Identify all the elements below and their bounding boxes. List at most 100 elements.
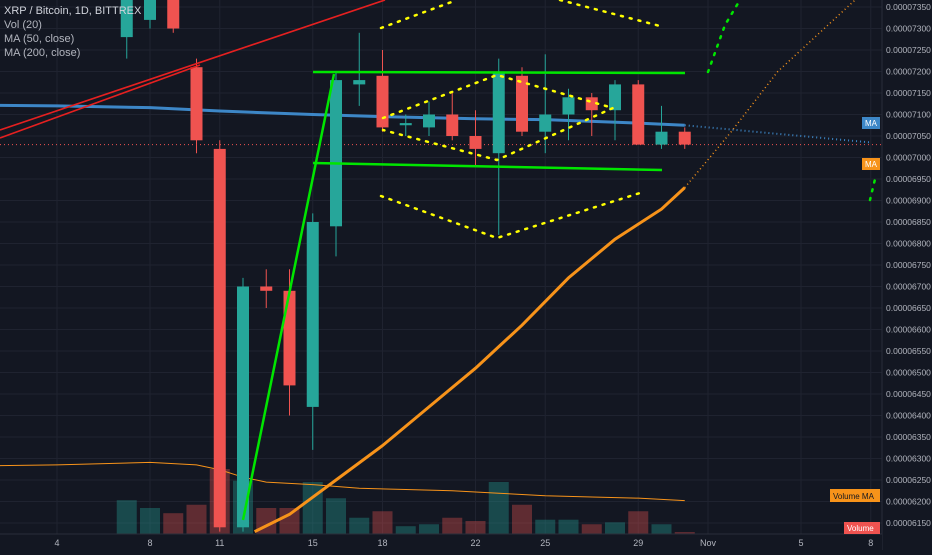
candle[interactable] bbox=[423, 101, 435, 136]
candle[interactable] bbox=[609, 80, 621, 141]
time-tick-label: 11 bbox=[215, 538, 224, 548]
volume-bar bbox=[605, 522, 625, 534]
candle-body bbox=[446, 114, 459, 136]
price-tick-label: 0.00006600 bbox=[886, 325, 931, 335]
price-tick-label: 0.00007300 bbox=[886, 24, 931, 34]
volume-bar bbox=[651, 524, 672, 534]
candle-body bbox=[492, 71, 505, 154]
candle-body bbox=[306, 222, 319, 407]
volume-badge bbox=[844, 522, 880, 534]
candle[interactable] bbox=[539, 54, 552, 154]
candle[interactable] bbox=[237, 277, 249, 532]
yellow-top-right-pattern bbox=[558, 0, 662, 28]
ma-blue-badge bbox=[862, 117, 880, 129]
candle-body bbox=[190, 67, 203, 141]
volume-bar bbox=[512, 504, 532, 534]
candle[interactable] bbox=[678, 127, 691, 149]
volume-bar bbox=[465, 521, 486, 534]
candle[interactable] bbox=[376, 50, 389, 132]
time-tick-label: 5 bbox=[798, 538, 803, 548]
candle[interactable] bbox=[213, 140, 226, 532]
volume-bar bbox=[302, 482, 323, 534]
candle[interactable] bbox=[353, 32, 366, 106]
green-dotted-projection bbox=[706, 0, 742, 74]
ma50-line bbox=[253, 186, 686, 533]
candle[interactable] bbox=[167, 0, 180, 33]
price-tick-label: 0.00006550 bbox=[886, 346, 931, 356]
volume-bar bbox=[186, 504, 207, 534]
volume-badge-label: Volume bbox=[847, 524, 874, 533]
legend-title: XRP / Bitcoin, 1D, BITTREX bbox=[4, 5, 142, 17]
candle-body bbox=[376, 75, 389, 128]
volume-ma-badge bbox=[830, 489, 880, 502]
candle[interactable] bbox=[260, 269, 273, 308]
candle[interactable] bbox=[632, 80, 645, 145]
candle-body bbox=[330, 80, 342, 227]
candle[interactable] bbox=[655, 105, 668, 149]
price-tick-label: 0.00006450 bbox=[886, 389, 931, 399]
price-tick-label: 0.00007000 bbox=[886, 153, 931, 163]
time-tick-label: 29 bbox=[633, 538, 643, 548]
volume-bar bbox=[442, 517, 463, 534]
ma50-projection bbox=[684, 0, 857, 189]
candle[interactable] bbox=[446, 93, 459, 141]
candle-body bbox=[167, 0, 180, 29]
candle[interactable] bbox=[516, 67, 528, 136]
candles bbox=[120, 0, 691, 532]
candle-body bbox=[678, 131, 691, 145]
candle-body bbox=[539, 114, 552, 132]
green-support-line bbox=[312, 161, 663, 172]
moving-averages bbox=[0, 0, 871, 533]
volume-bar bbox=[419, 524, 439, 534]
candle-body bbox=[655, 131, 668, 145]
price-tick-label: 0.00006150 bbox=[886, 518, 931, 528]
price-tick-label: 0.00006250 bbox=[886, 475, 931, 485]
candle[interactable] bbox=[306, 213, 319, 450]
time-tick-label: 8 bbox=[868, 538, 873, 548]
price-tick-label: 0.00006200 bbox=[886, 497, 931, 507]
volume-bar bbox=[326, 498, 346, 534]
price-tick-label: 0.00006500 bbox=[886, 368, 931, 378]
volume-ma-line bbox=[0, 461, 685, 502]
volume-bar bbox=[581, 524, 602, 534]
green-rising-trendline bbox=[241, 73, 336, 521]
red-trendline-2 bbox=[0, 64, 201, 139]
candle[interactable] bbox=[144, 0, 156, 29]
candle-body bbox=[260, 286, 273, 291]
volume-bar bbox=[488, 482, 509, 534]
time-tick-label: Nov bbox=[700, 538, 717, 548]
candle[interactable] bbox=[469, 110, 482, 167]
candle[interactable] bbox=[562, 88, 575, 141]
ma200-projection bbox=[684, 124, 871, 144]
price-tick-label: 0.00006900 bbox=[886, 196, 931, 206]
candle[interactable] bbox=[190, 58, 203, 154]
price-tick-label: 0.00006850 bbox=[886, 217, 931, 227]
candle-body bbox=[399, 123, 412, 126]
candle[interactable] bbox=[120, 0, 133, 59]
volume-ma-badge-label: Volume MA bbox=[833, 492, 875, 501]
candle-body bbox=[144, 0, 156, 20]
time-tick-label: 4 bbox=[54, 538, 59, 548]
volume-bar bbox=[140, 508, 160, 534]
price-tick-label: 0.00007150 bbox=[886, 88, 931, 98]
candle-body bbox=[283, 290, 296, 386]
legend-vol: Vol (20) bbox=[4, 19, 42, 31]
volume-bar bbox=[372, 511, 393, 534]
price-tick-label: 0.00006650 bbox=[886, 303, 931, 313]
price-tick-label: 0.00007350 bbox=[886, 2, 931, 12]
grid bbox=[0, 0, 882, 534]
ma200-line bbox=[0, 103, 685, 127]
candle-body bbox=[120, 0, 133, 38]
price-tick-label: 0.00006750 bbox=[886, 260, 931, 270]
candle-body bbox=[213, 148, 226, 528]
price-tick-label: 0.00006300 bbox=[886, 454, 931, 464]
candle[interactable] bbox=[399, 114, 412, 137]
candle-body bbox=[237, 286, 249, 528]
green-resistance-line bbox=[312, 70, 686, 75]
price-tick-label: 0.00007250 bbox=[886, 45, 931, 55]
candle-body bbox=[562, 97, 575, 115]
candle[interactable] bbox=[492, 58, 505, 235]
yellow-outer-diamond bbox=[379, 191, 642, 240]
